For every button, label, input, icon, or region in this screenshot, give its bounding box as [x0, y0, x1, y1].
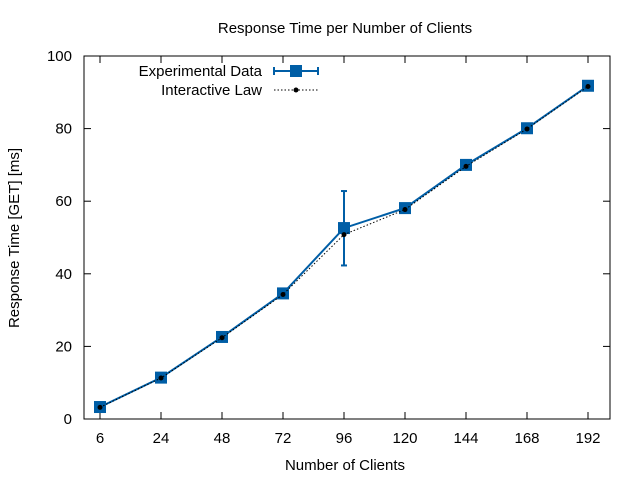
x-tick-label: 72	[275, 430, 292, 447]
data-point-interactive-law	[158, 375, 164, 381]
data-point-interactive-law	[219, 335, 225, 341]
chart-title: Response Time per Number of Clients	[218, 20, 472, 37]
x-tick-label: 48	[214, 430, 231, 447]
data-point-interactive-law	[402, 207, 408, 213]
y-tick-label: 0	[64, 411, 72, 428]
x-tick-label: 168	[514, 430, 539, 447]
plot-frame	[83, 55, 611, 420]
y-tick-label: 100	[47, 48, 72, 65]
x-axis-label: Number of Clients	[285, 457, 405, 474]
axes-layer: 0 20 40 60 80 100 6 24 48 72 96 120 144 168 192	[47, 48, 610, 447]
x-tick-label: 96	[336, 430, 353, 447]
data-point-interactive-law	[463, 163, 469, 169]
x-tick-label: 144	[453, 430, 478, 447]
data-point-experimental-data	[338, 222, 350, 235]
legend: Experimental Data Interactive Law	[139, 63, 319, 99]
y-tick-label: 60	[55, 193, 72, 210]
x-tick-label: 120	[392, 430, 417, 447]
data-point-interactive-law	[97, 404, 103, 410]
data-point-interactive-law	[341, 232, 347, 238]
legend-label-interactive-law: Interactive Law	[161, 82, 262, 99]
data-point-interactive-law	[280, 291, 286, 297]
x-tick-label: 192	[575, 430, 600, 447]
legend-marker-interactive-law	[293, 87, 299, 93]
y-axis-label: Response Time [GET] [ms]	[6, 148, 23, 328]
y-tick-label: 40	[55, 266, 72, 283]
legend-marker-experimental-data	[290, 65, 302, 77]
series-layer	[94, 79, 594, 414]
x-tick-label: 24	[153, 430, 170, 447]
x-tick-label: 6	[96, 430, 104, 447]
data-point-interactive-law	[524, 126, 530, 132]
legend-label-experimental-data: Experimental Data	[139, 63, 263, 80]
y-tick-label: 80	[55, 121, 72, 138]
data-point-interactive-law	[585, 83, 591, 89]
y-tick-label: 20	[55, 338, 72, 355]
